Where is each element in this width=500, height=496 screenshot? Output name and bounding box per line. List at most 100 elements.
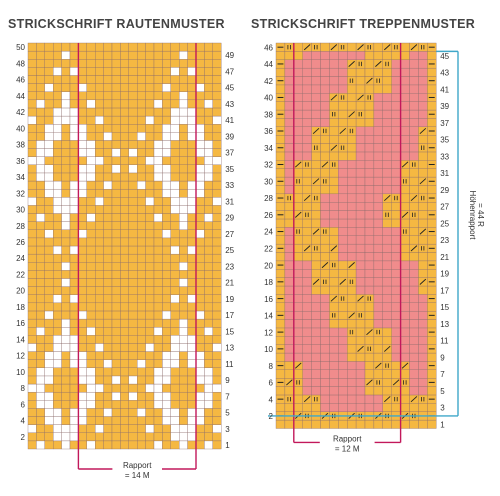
stitch-cell [78, 294, 87, 304]
stitch-cell [427, 319, 437, 329]
stitch-cell [409, 67, 419, 77]
stitch-cell [27, 351, 37, 360]
stitch-cell [284, 67, 294, 77]
stitch-cell [391, 218, 401, 228]
stitch-cell [170, 424, 180, 433]
stitch-cell [162, 115, 171, 125]
stitch-cell [27, 253, 37, 263]
stitch-cell [120, 107, 129, 117]
stitch-cell [418, 352, 428, 362]
stitch-cell [187, 237, 197, 247]
stitch-cell [302, 218, 312, 228]
stitch-cell [53, 42, 62, 52]
stitch-cell [86, 124, 96, 133]
stitch-cell [409, 302, 419, 312]
stitch-cell [44, 318, 54, 328]
cross-stitch-symbol [357, 94, 364, 101]
cross-stitch-symbol [321, 161, 329, 168]
row-number-even: 42 [16, 108, 25, 117]
stitch-cell [320, 269, 330, 278]
stitch-cell [170, 156, 180, 165]
stitch-cell [36, 237, 45, 247]
stitch-cell [338, 352, 348, 362]
stitch-cell [36, 367, 45, 377]
stitch-cell [284, 361, 294, 370]
stitch-cell [44, 302, 54, 312]
stitch-cell [53, 107, 62, 117]
stitch-cell [78, 67, 87, 76]
stitch-cell [162, 270, 171, 279]
stitch-cell [95, 107, 104, 117]
stitch-cell [36, 156, 45, 165]
stitch-cell [78, 286, 87, 295]
stitch-cell [400, 202, 410, 211]
stitch-cell [329, 135, 339, 144]
stitch-cell [400, 227, 410, 236]
stitch-cell [162, 50, 171, 60]
stitch-cell [78, 327, 87, 336]
row-number-odd: 19 [440, 270, 449, 279]
stitch-cell [78, 302, 87, 312]
stitch-cell [179, 278, 188, 287]
stitch-cell [61, 172, 71, 182]
stitch-cell [27, 237, 37, 247]
stitch-cell [212, 270, 222, 279]
stitch-cell [311, 352, 321, 362]
stitch-cell [204, 310, 213, 320]
stitch-cell [179, 156, 188, 165]
stitch-cell [347, 218, 357, 228]
stitch-cell [275, 369, 286, 379]
stitch-cell [128, 245, 138, 255]
stitch-cell [311, 260, 321, 270]
stitch-cell [69, 83, 79, 92]
stitch-cell [418, 302, 428, 312]
stitch-cell [69, 302, 79, 312]
stitch-cell [373, 394, 383, 404]
stitch-cell [382, 243, 392, 253]
stitch-cell [409, 76, 419, 86]
stitch-cell [170, 343, 180, 352]
stitch-cell [78, 91, 87, 101]
stitch-cell [204, 383, 213, 393]
stitch-cell [195, 205, 205, 214]
stitch-cell [153, 383, 163, 393]
stitch-cell [320, 386, 330, 396]
stitch-cell [418, 67, 428, 77]
stitch-cell [364, 151, 375, 161]
stitch-cell [170, 83, 180, 92]
stitch-cell [128, 107, 138, 117]
stitch-cell [338, 93, 348, 102]
stitch-cell [195, 83, 205, 92]
stitch-cell [86, 440, 96, 450]
stitch-cell [95, 327, 104, 336]
stitch-cell [204, 302, 213, 312]
stitch-cell [373, 42, 383, 52]
stitch-cell [382, 202, 392, 211]
stitch-cell [418, 143, 428, 153]
stitch-cell [355, 378, 366, 387]
stitch-cell [187, 424, 197, 433]
stitch-cell [95, 140, 104, 149]
stitch-cell [137, 359, 146, 368]
stitch-cell [36, 327, 45, 336]
stitch-cell [69, 416, 79, 425]
stitch-cell [355, 193, 366, 203]
stitch-cell [111, 343, 121, 352]
stitch-cell [355, 67, 366, 77]
stitch-cell [347, 252, 357, 262]
stitch-cell [36, 286, 45, 295]
row-number-odd: 9 [225, 376, 230, 385]
stitch-cell [204, 408, 213, 417]
stitch-cell [36, 310, 45, 320]
stitch-cell [170, 286, 180, 295]
row-number-even: 12 [16, 352, 25, 361]
stitch-cell [170, 270, 180, 279]
stitch-cell [195, 270, 205, 279]
stitch-cell [311, 378, 321, 387]
stitch-cell [427, 202, 437, 211]
left-rapport-width: = 14 M [125, 471, 150, 480]
stitch-cell [120, 172, 129, 182]
stitch-cell [95, 351, 104, 360]
stitch-cell [36, 424, 45, 433]
stitch-cell [111, 367, 121, 377]
